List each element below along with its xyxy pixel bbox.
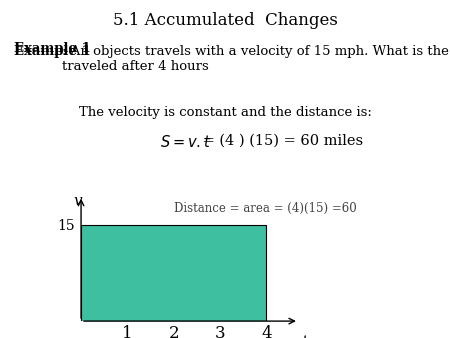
Text: = (4 ) (15) = 60 miles: = (4 ) (15) = 60 miles <box>198 134 363 147</box>
Text: The velocity is constant and the distance is:: The velocity is constant and the distanc… <box>79 106 371 119</box>
Text: Example 1: Example 1 <box>14 45 90 58</box>
Text: Example 1: Example 1 <box>14 42 90 55</box>
Text: 5.1 Accumulated  Changes: 5.1 Accumulated Changes <box>112 12 338 29</box>
Text: : An objects travels with a velocity of 15 mph. What is the distance
traveled af: : An objects travels with a velocity of … <box>62 45 450 73</box>
Text: $S = v.t$: $S = v.t$ <box>160 134 212 149</box>
Bar <box>81 225 266 321</box>
Text: v: v <box>73 194 82 208</box>
Text: Distance = area = (4)(15) =60: Distance = area = (4)(15) =60 <box>174 202 356 215</box>
Text: t: t <box>302 335 307 338</box>
Text: Example 1: An objects travels with a velocity of 15 mph. What is the distance
tr: Example 1: An objects travels with a vel… <box>14 42 450 70</box>
